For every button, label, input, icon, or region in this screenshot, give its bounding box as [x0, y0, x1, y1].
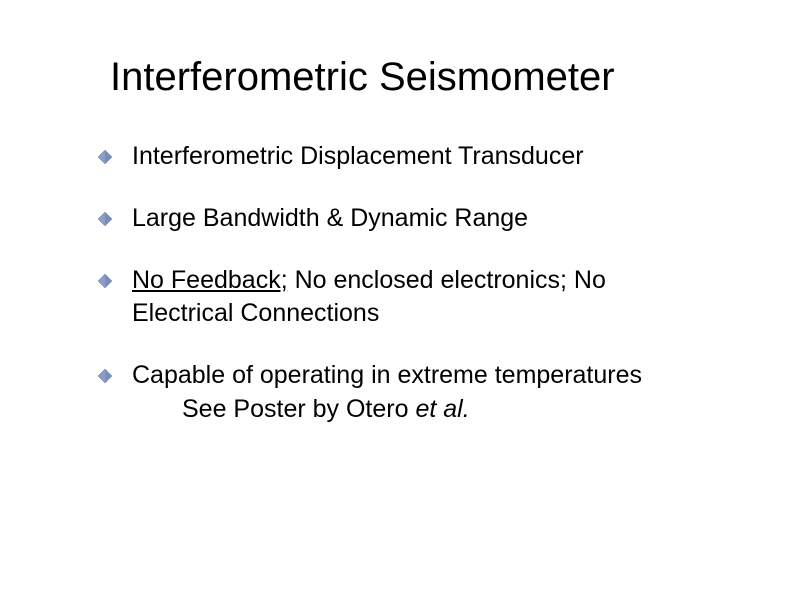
bullet-text: Capable of operating in extreme temperat… [132, 359, 710, 427]
diamond-bullet-icon [98, 274, 112, 288]
list-item: No Feedback; No enclosed electronics; No… [98, 264, 710, 332]
underlined-text: No Feedback; [132, 266, 288, 294]
list-item: Capable of operating in extreme temperat… [98, 359, 710, 427]
bullet-text: Interferometric Displacement Transducer [132, 140, 710, 174]
slide-title: Interferometric Seismometer [110, 55, 710, 100]
slide-container: Interferometric Seismometer Interferomet… [0, 0, 800, 600]
italic-text: et al. [415, 395, 469, 423]
diamond-bullet-icon [98, 150, 112, 164]
sub-line: See Poster by Otero et al. [132, 393, 710, 427]
subline-prefix: See Poster by Otero [182, 395, 415, 423]
list-item: Large Bandwidth & Dynamic Range [98, 202, 710, 236]
bullet-text: No Feedback; No enclosed electronics; No… [132, 264, 710, 332]
diamond-bullet-icon [98, 369, 112, 383]
bullet-list: Interferometric Displacement Transducer … [90, 140, 710, 427]
bullet-text: Large Bandwidth & Dynamic Range [132, 202, 710, 236]
list-item: Interferometric Displacement Transducer [98, 140, 710, 174]
diamond-bullet-icon [98, 212, 112, 226]
main-text: Capable of operating in extreme temperat… [132, 361, 642, 389]
